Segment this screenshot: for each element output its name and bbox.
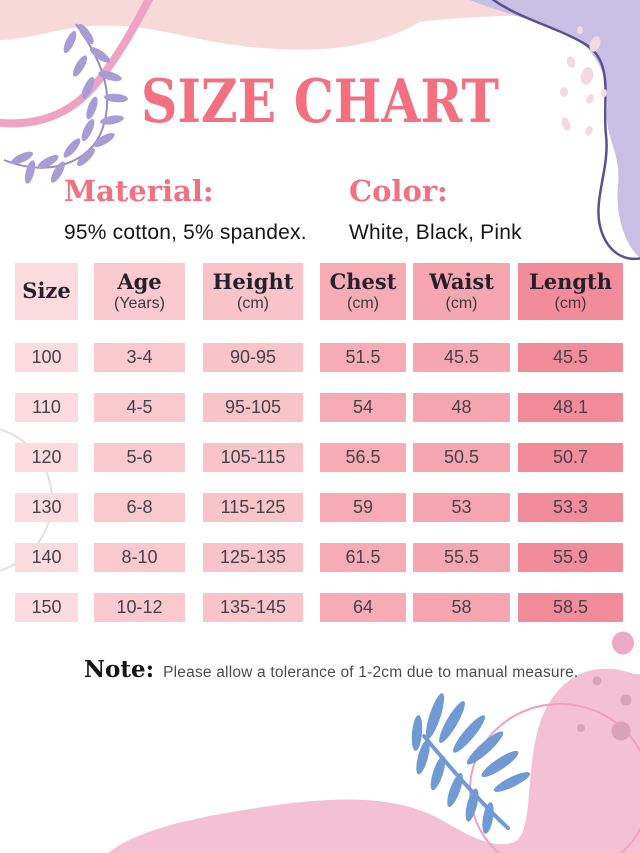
material-heading: Material:	[64, 174, 214, 208]
column-header-waist: Waist (cm)	[413, 263, 510, 320]
material-section: Material: 95% cotton, 5% spandex.	[64, 174, 307, 245]
table-row: 140 8-10 125-135 61.5 55.5 55.9	[15, 543, 623, 572]
ribbon-curve-shape	[0, 0, 154, 128]
table-cell: 6-8	[94, 493, 185, 522]
column-name: Chest	[329, 269, 397, 295]
note-text: Please allow a tolerance of 1-2cm due to…	[163, 664, 579, 681]
table-cell: 48.1	[518, 393, 623, 422]
table-cell: 51.5	[320, 343, 406, 372]
purple-line-shape	[491, 0, 640, 261]
bottom-small-circle	[612, 631, 634, 655]
column-name: Waist	[429, 269, 494, 295]
blue-leaf-icon	[411, 693, 531, 834]
column-unit: (cm)	[445, 295, 478, 313]
table-cell: 8-10	[94, 543, 185, 572]
column-header-height: Height (cm)	[203, 263, 303, 320]
table-cell: 4-5	[94, 393, 185, 422]
petal-specks-icon	[560, 26, 607, 136]
color-heading: Color:	[349, 174, 448, 208]
table-cell: 95-105	[203, 393, 303, 422]
color-value: White, Black, Pink	[349, 220, 522, 244]
column-name: Height	[212, 269, 294, 295]
table-cell: 58.5	[518, 593, 623, 622]
blue-leaf-stem	[422, 734, 510, 830]
table-row: 130 6-8 115-125 59 53 53.3	[15, 493, 623, 522]
table-cell: 45.5	[413, 343, 510, 372]
leafy-branch-icon	[3, 23, 128, 184]
table-row: 120 5-6 105-115 56.5 50.5 50.7	[15, 443, 623, 472]
table-row: 150 10-12 135-145 64 58 58.5	[15, 593, 623, 622]
lavender-blob-shape	[470, 0, 640, 258]
blob-dots-icon	[577, 676, 632, 741]
table-cell: 105-115	[203, 443, 303, 472]
table-cell: 55.9	[518, 543, 623, 572]
table-header-row: Size Age (Years) Height (cm) Chest (cm) Waist (c…	[15, 263, 623, 320]
column-unit: (Years)	[114, 295, 165, 313]
table-cell: 59	[320, 493, 406, 522]
material-value: 95% cotton, 5% spandex.	[64, 220, 307, 244]
column-name: Age	[117, 269, 162, 295]
table-cell: 61.5	[320, 543, 406, 572]
table-cell: 90-95	[203, 343, 303, 372]
table-cell: 110	[15, 393, 78, 422]
table-cell: 50.5	[413, 443, 510, 472]
table-cell: 64	[320, 593, 406, 622]
table-cell: 53.3	[518, 493, 623, 522]
column-header-length: Length (cm)	[518, 263, 623, 320]
table-row: 110 4-5 95-105 54 48 48.1	[15, 393, 623, 422]
bottom-blob-shape	[108, 668, 640, 853]
color-section: Color: White, Black, Pink	[349, 174, 522, 245]
table-cell: 56.5	[320, 443, 406, 472]
table-cell: 125-135	[203, 543, 303, 572]
top-wave-band-shape	[0, 0, 640, 50]
column-header-age: Age (Years)	[94, 263, 185, 320]
column-name: Length	[528, 269, 613, 295]
table-cell: 150	[15, 593, 78, 622]
table-cell: 55.5	[413, 543, 510, 572]
table-cell: 140	[15, 543, 78, 572]
note-label: Note:	[84, 656, 155, 683]
table-cell: 10-12	[94, 593, 185, 622]
table-cell: 45.5	[518, 343, 623, 372]
table-cell: 120	[15, 443, 78, 472]
table-cell: 48	[413, 393, 510, 422]
page-title: SIZE CHART	[140, 67, 500, 137]
table-cell: 3-4	[94, 343, 185, 372]
table-cell: 130	[15, 493, 78, 522]
table-cell: 135-145	[203, 593, 303, 622]
table-row: 100 3-4 90-95 51.5 45.5 45.5	[15, 343, 623, 372]
table-cell: 100	[15, 343, 78, 372]
table-cell: 5-6	[94, 443, 185, 472]
column-unit: (cm)	[554, 295, 587, 313]
table-cell: 53	[413, 493, 510, 522]
column-name: Size	[22, 278, 71, 304]
table-cell: 58	[413, 593, 510, 622]
table-cell: 50.7	[518, 443, 623, 472]
column-unit: (cm)	[347, 295, 379, 313]
column-unit: (cm)	[237, 295, 269, 313]
table-cell: 54	[320, 393, 406, 422]
note-section: Note: Please allow a tolerance of 1-2cm …	[84, 656, 578, 683]
column-header-size: Size	[15, 263, 78, 320]
size-table: Size Age (Years) Height (cm) Chest (cm) Waist (c…	[15, 263, 623, 643]
column-header-chest: Chest (cm)	[320, 263, 406, 320]
table-cell: 115-125	[203, 493, 303, 522]
